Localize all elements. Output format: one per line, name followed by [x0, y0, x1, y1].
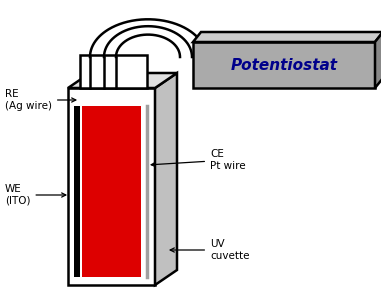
Polygon shape — [193, 42, 375, 88]
Polygon shape — [82, 106, 141, 277]
Polygon shape — [68, 73, 177, 88]
Polygon shape — [155, 73, 177, 285]
Polygon shape — [375, 32, 381, 88]
Polygon shape — [74, 106, 80, 277]
Text: WE
(ITO): WE (ITO) — [5, 184, 66, 206]
Text: RE
(Ag wire): RE (Ag wire) — [5, 89, 76, 111]
Polygon shape — [80, 55, 147, 88]
Polygon shape — [68, 88, 155, 285]
Text: UV
cuvette: UV cuvette — [170, 239, 250, 261]
Text: Potentiostat: Potentiostat — [231, 58, 338, 73]
Text: CE
Pt wire: CE Pt wire — [151, 149, 246, 171]
Polygon shape — [193, 32, 381, 42]
